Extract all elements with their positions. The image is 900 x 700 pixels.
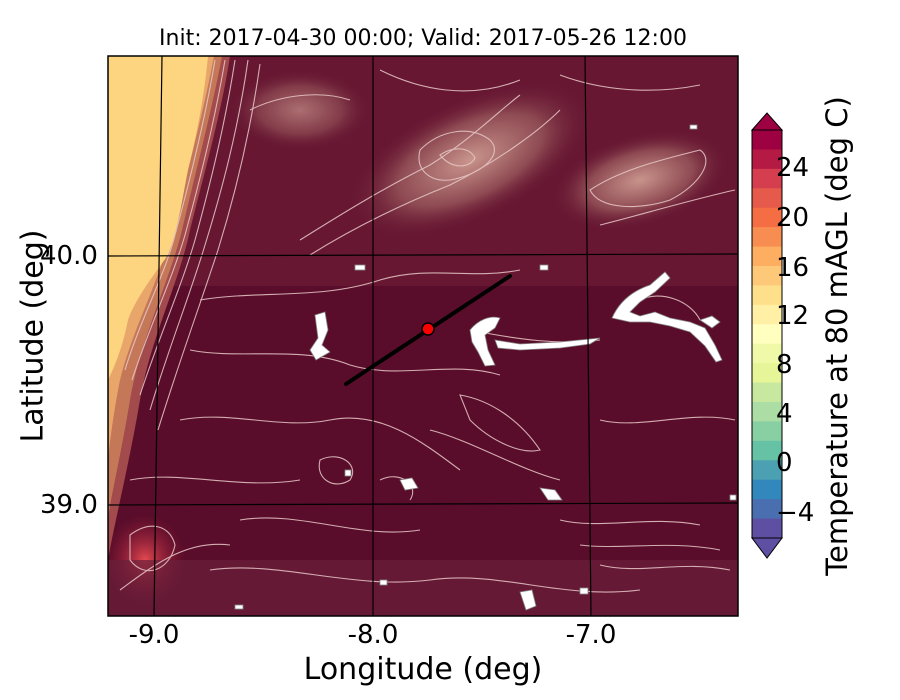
temperature-field [108,56,738,616]
contour-lines [119,59,736,593]
colorbar-segment [752,207,782,228]
colorbar-tick-label: 0 [776,448,793,478]
colorbar-segment [752,421,782,442]
graticule [107,55,739,617]
colorbar-segment [752,304,782,325]
x-tick-label: -9.0 [128,620,180,650]
colorbar-segment [752,479,782,500]
masked-regions [234,124,737,611]
colorbar-segment [752,130,782,151]
colorbar-tick-label: 16 [776,253,810,283]
colorbar-segment [752,363,782,384]
colorbar-segment [752,168,782,189]
y-tick-label: 39.0 [40,490,98,520]
colorbar-segment [752,285,782,306]
colorbar-segment [752,382,782,403]
colorbar-tick-label: 4 [776,399,793,429]
colorbar-segment [752,402,782,423]
colorbar-tick-label: 8 [776,350,793,380]
x-axis-label: Longitude (deg) [303,652,543,687]
site-marker [421,322,435,336]
colorbar-segment [752,440,782,461]
ocean-area [108,56,208,380]
colorbar-tick-label: 24 [776,153,810,183]
colorbar-tick-label: −4 [776,498,815,528]
colorbar-segment [752,518,782,539]
y-tick-label: 40.0 [40,241,98,271]
plot-title: Init: 2017-04-30 00:00; Valid: 2017-05-2… [159,26,687,51]
y-axis-label-text: Latitude (deg) [15,229,51,443]
colorbar-segment [752,499,782,520]
colorbar-label-text: Temperature at 80 mAGL (deg C) [820,96,854,576]
colorbar-segment [752,324,782,345]
axes-frame [107,55,739,617]
colorbar [750,112,784,559]
colorbar-segment [752,343,782,364]
colorbar-tick-label: 12 [776,301,810,331]
colorbar-tick-label: 20 [776,203,810,233]
colorbar-segment [752,460,782,481]
x-tick-label: -8.0 [347,620,399,650]
colorbar-extend-bottom [751,537,783,559]
x-tick-label: -7.0 [565,620,617,650]
colorbar-segment [752,266,782,287]
colorbar-segment [752,188,782,209]
colorbar-segment [752,246,782,267]
colorbar-segment [752,149,782,170]
colorbar-segment [752,227,782,248]
